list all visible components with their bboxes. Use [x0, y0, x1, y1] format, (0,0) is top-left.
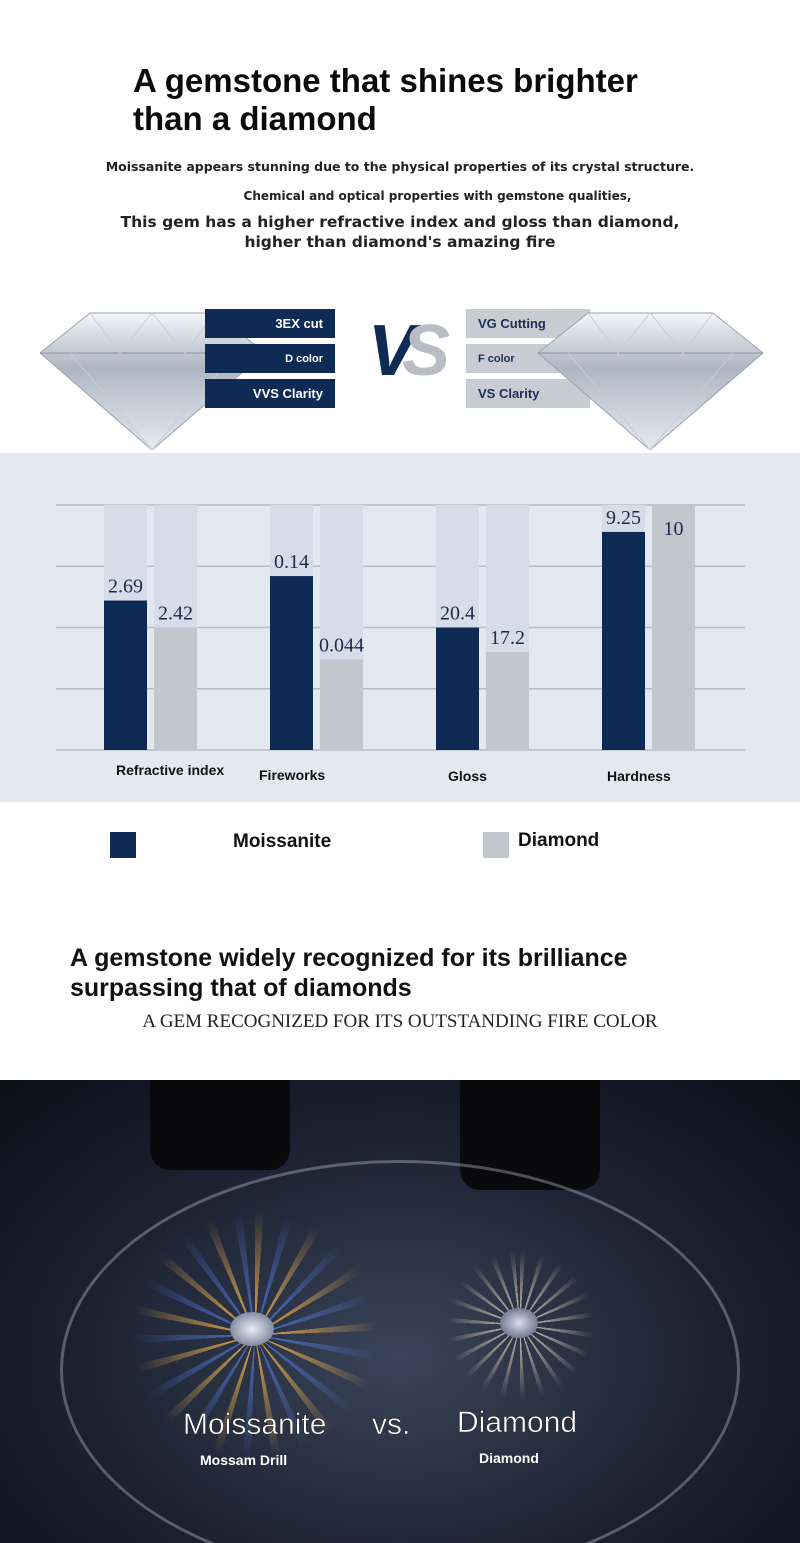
moissanite-clarity-label: VVS Clarity — [205, 379, 335, 408]
bar-moissanite — [104, 600, 147, 750]
diamond-clarity-label: VS Clarity — [466, 379, 590, 408]
heading-line: A gemstone widely recognized for its bri… — [70, 944, 628, 972]
data-label: 20.4 — [440, 603, 475, 625]
bar-chart: 2.69 0.14 20.4 9.25 2.42 0.044 17.2 10 — [56, 504, 745, 751]
data-label: 17.2 — [490, 627, 525, 649]
category-label: Gloss — [448, 768, 487, 784]
fire-comparison-photo: Moissanite vs. Diamond Mossam Drill Diam… — [0, 1080, 800, 1543]
subtitle: Moissanite appears stunning due to the p… — [105, 159, 695, 174]
data-label: 2.69 — [108, 576, 143, 598]
legend-label-moissanite: Moissanite — [233, 831, 332, 852]
data-label: 9.25 — [606, 507, 641, 529]
category-label: Fireworks — [259, 767, 326, 783]
subtitle: Chemical and optical properties with gem… — [243, 189, 632, 203]
bar-moissanite — [602, 531, 645, 750]
bar-moissanite — [436, 627, 479, 750]
diamond-gem-image — [538, 312, 763, 450]
section-heading: A gemstone widely recognized for its bri… — [70, 943, 628, 1003]
legend-swatch-diamond — [483, 832, 509, 858]
glass-plate — [60, 1160, 740, 1543]
photo-caption-diamond: Diamond — [479, 1450, 539, 1466]
subtitle: This gem has a higher refractive index a… — [120, 213, 680, 251]
bar-diamond — [652, 505, 695, 750]
tester-probe — [150, 1080, 290, 1170]
bar-moissanite — [270, 576, 313, 750]
diamond-cut-label: VG Cutting — [466, 309, 590, 338]
data-label: 2.42 — [158, 603, 193, 625]
section-subheading: A GEM RECOGNIZED FOR ITS OUTSTANDING FIR… — [142, 1011, 658, 1032]
title-line: A gemstone that shines brighter — [133, 62, 638, 99]
category-label: Refractive index — [116, 762, 225, 778]
page-title: A gemstone that shines brighter than a d… — [133, 62, 638, 138]
photo-title-diamond: Diamond — [457, 1406, 578, 1440]
moissanite-color-label: D color — [205, 344, 335, 373]
photo-vs: vs. — [372, 1408, 411, 1442]
moissanite-stone — [230, 1312, 274, 1346]
vs-logo: VS — [368, 311, 450, 391]
data-label: 0.14 — [274, 551, 309, 573]
bar-diamond — [320, 659, 363, 750]
data-label: 10 — [664, 518, 684, 540]
title-line: than a diamond — [133, 100, 377, 137]
data-label: 0.044 — [319, 634, 364, 656]
legend-swatch-moissanite — [110, 832, 136, 858]
moissanite-cut-label: 3EX cut — [205, 309, 335, 338]
photo-caption-moissanite: Mossam Drill — [200, 1452, 288, 1468]
diamond-stone — [500, 1308, 538, 1338]
category-label: Hardness — [607, 768, 671, 784]
bar-diamond — [486, 652, 529, 750]
photo-title-moissanite: Moissanite — [183, 1408, 327, 1442]
heading-line: surpassing that of diamonds — [70, 974, 412, 1002]
bar-diamond — [154, 627, 197, 750]
legend-label-diamond: Diamond — [518, 830, 600, 851]
